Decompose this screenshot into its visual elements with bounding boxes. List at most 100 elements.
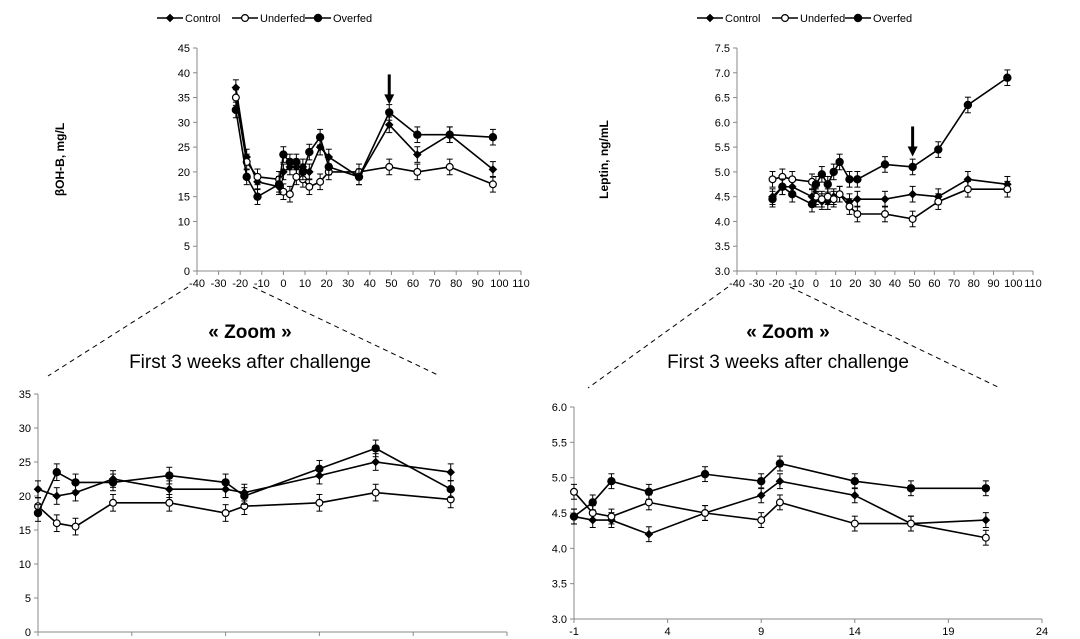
leptin-zoom-point-control xyxy=(775,476,785,486)
zoom-title-left: « Zoom » xyxy=(208,322,291,343)
leptin-zoom-point-underfed xyxy=(850,519,859,528)
bohb-zoom-point-control xyxy=(371,457,380,467)
bohb-full-y-tick-label: 45 xyxy=(178,43,190,55)
bohb-zoom-point-underfed xyxy=(52,519,61,528)
bohb-zoom-y-tick-label: 30 xyxy=(19,423,31,435)
leptin-full-x-tick-label: 10 xyxy=(830,278,842,290)
bohb-zoom-point-control xyxy=(33,484,43,494)
bohb-zoom-point-overfed xyxy=(71,478,80,487)
bohb-zoom-point-underfed xyxy=(109,498,118,507)
bohb-zoom-point-overfed xyxy=(240,491,249,501)
leptin-full-point-overfed xyxy=(963,100,973,110)
leptin-full-x-tick-label: -40 xyxy=(729,278,745,290)
bohb-zoom-series-underfed xyxy=(33,483,455,536)
bohb-full-point-overfed xyxy=(488,132,498,142)
bohb-full-series-underfed xyxy=(231,89,497,203)
legend-marker-control xyxy=(705,13,715,23)
bohb-full-point-control xyxy=(413,150,422,159)
bohb-full-point-underfed xyxy=(253,172,262,181)
leptin-zoom-point-overfed xyxy=(700,469,710,479)
leptin-zoom-point-underfed xyxy=(607,512,616,521)
leptin-full-point-overfed xyxy=(835,157,844,167)
leptin-full-point-underfed xyxy=(853,210,862,219)
leptin-zoom-point-underfed xyxy=(757,516,766,525)
bohb-full-x-tick-label: 20 xyxy=(320,278,332,290)
bohb-zoom-line-control xyxy=(37,461,451,497)
leptin-zoom-x-tick-label: 9 xyxy=(758,626,764,638)
leptin-zoom-series-underfed xyxy=(569,483,990,546)
leptin-zoom-x-tick-label: -1 xyxy=(569,626,579,638)
bohb-zoom-y-tick-label: 20 xyxy=(19,491,31,503)
zoom-connector-left-b xyxy=(252,286,441,377)
bohb-full-point-overfed xyxy=(298,167,308,177)
bohb-zoom-point-control xyxy=(165,484,174,494)
leptin-full-series-control xyxy=(768,171,1012,210)
bohb-full-x-tick-label: -10 xyxy=(254,278,270,290)
bohb-full-series-control xyxy=(231,79,498,196)
bohb-full-y-tick-label: 10 xyxy=(178,216,190,228)
bohb-full-line-underfed xyxy=(235,97,494,196)
bohb-full-point-underfed xyxy=(305,182,314,191)
bohb-full-point-overfed xyxy=(385,108,394,117)
bohb-full-line-control xyxy=(235,87,494,188)
leptin-zoom-y-tick-label: 4.0 xyxy=(552,543,567,555)
leptin-full-x-tick-label: 20 xyxy=(849,278,861,290)
bohb-full-point-overfed xyxy=(274,180,284,189)
chart-bohb-full: 0 5 10 15 20 25 30 35 40 45 -40 -30 -20 -10 0 10 20 30 40 5… xyxy=(53,13,530,290)
bohb-zoom-point-underfed xyxy=(221,509,230,518)
leptin-zoom-point-overfed xyxy=(644,487,654,496)
leptin-full-point-overfed xyxy=(880,160,890,169)
bohb-full-y-tick-label: 25 xyxy=(178,142,190,154)
leptin-full-point-overfed xyxy=(778,182,787,191)
leptin-full-point-underfed xyxy=(768,175,777,184)
leptin-full-point-underfed xyxy=(845,202,854,211)
bohb-full-point-overfed xyxy=(292,157,301,167)
legend-label-overfed: Overfed xyxy=(873,13,912,25)
bohb-full-y-tick-label: 5 xyxy=(184,241,190,253)
bohb-full-point-control xyxy=(488,165,498,174)
leptin-full-point-overfed xyxy=(811,180,821,189)
leptin-full-x-tick-label: 80 xyxy=(968,278,980,290)
bohb-full-point-control xyxy=(305,167,314,177)
zoom-connector-right-a xyxy=(587,286,729,389)
bohb-full-arrow-head xyxy=(384,94,395,105)
leptin-full-arrow-head xyxy=(907,146,918,157)
leptin-full-y-tick-label: 5.5 xyxy=(715,142,730,154)
legend-marker-control xyxy=(165,13,175,23)
bohb-zoom-point-underfed xyxy=(315,498,324,507)
bohb-full-x-tick-label: 90 xyxy=(472,278,484,290)
leptin-zoom-line-underfed xyxy=(573,491,986,539)
bohb-full-point-overfed xyxy=(231,105,241,115)
leptin-zoom-x-tick-label: 24 xyxy=(1036,626,1048,638)
leptin-full-point-underfed xyxy=(788,175,797,184)
leptin-full-y-tick-label: 7.5 xyxy=(715,43,730,55)
legend-label-overfed: Overfed xyxy=(333,13,372,25)
leptin-full-point-overfed xyxy=(1003,73,1012,82)
leptin-full-point-overfed xyxy=(853,175,862,184)
bohb-zoom-line-underfed xyxy=(37,491,451,528)
leptin-full-x-tick-label: 100 xyxy=(1004,278,1022,290)
leptin-full-y-tick-label: 6.0 xyxy=(715,117,730,129)
leptin-zoom-line-control xyxy=(573,480,986,536)
leptin-zoom-point-underfed xyxy=(588,509,597,518)
leptin-full-point-underfed xyxy=(835,190,844,199)
legend-label-control: Control xyxy=(725,13,760,25)
leptin-zoom-point-underfed xyxy=(906,519,915,528)
legend-label-underfed: Underfed xyxy=(260,13,305,25)
leptin-zoom-x-tick-label: 14 xyxy=(849,626,861,638)
leptin-zoom-point-control xyxy=(644,529,654,539)
chart-leptin-full: 3.0 3.5 4.0 4.5 5.0 5.5 6.0 6.5 7.0 7.5 -40 -30 -20-… xyxy=(597,13,1042,290)
bohb-full-x-tick-label: 60 xyxy=(407,278,419,290)
legend-marker-underfed xyxy=(241,14,250,23)
bohb-full-point-overfed xyxy=(354,172,364,182)
bohb-zoom-y-tick-label: 25 xyxy=(19,457,31,469)
leptin-full-y-tick-label: 7.0 xyxy=(715,68,730,80)
bohb-zoom-y-tick-label: 5 xyxy=(25,593,31,605)
leptin-full-point-underfed xyxy=(1003,185,1012,194)
leptin-full-x-tick-label: 40 xyxy=(889,278,901,290)
bohb-full-x-tick-label: 100 xyxy=(490,278,508,290)
leptin-full-x-tick-label: 60 xyxy=(928,278,940,290)
bohb-zoom-y-tick-label: 15 xyxy=(19,525,31,537)
